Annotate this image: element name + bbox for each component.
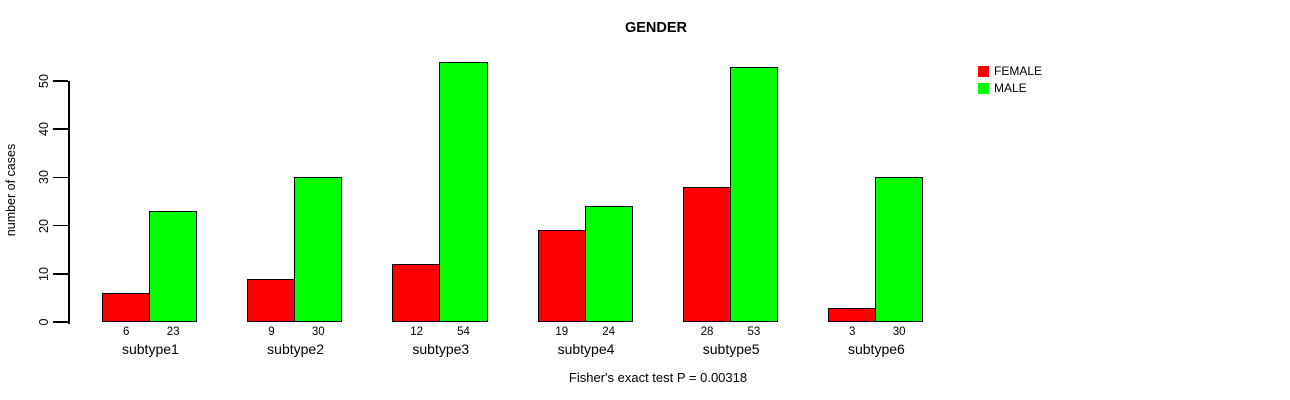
category-label: subtype4 — [557, 341, 615, 357]
y-axis-line — [68, 81, 70, 324]
y-axis-tick — [53, 128, 68, 130]
bar-female-subtype4 — [537, 230, 586, 322]
y-axis-tick-label: 30 — [37, 170, 51, 185]
bar-male-subtype3 — [439, 61, 488, 322]
caption: Fisher's exact test P = 0.00318 — [568, 370, 748, 385]
bar-male-subtype6 — [874, 177, 924, 322]
bar-value-label: 53 — [747, 326, 761, 338]
y-axis-tick-label: 40 — [37, 122, 51, 137]
y-axis-tick — [53, 273, 68, 275]
bar-female-subtype6 — [828, 307, 877, 322]
bar-female-subtype3 — [392, 264, 441, 322]
legend-swatch-male — [978, 82, 989, 94]
y-axis-tick-label: 10 — [37, 266, 51, 281]
legend-item-male: MALE — [978, 81, 1042, 95]
bar-value-label: 24 — [602, 326, 616, 338]
y-axis-tick-label: 20 — [37, 218, 51, 233]
legend-label: MALE — [994, 81, 1027, 95]
y-axis-tick-label: 0 — [37, 318, 51, 326]
category-label: subtype1 — [121, 341, 179, 357]
category-label: subtype2 — [267, 341, 325, 357]
bar-value-label: 28 — [700, 326, 714, 338]
bar-value-label: 30 — [311, 326, 325, 338]
y-axis-tick — [53, 321, 68, 323]
chart-title: GENDER — [624, 20, 688, 36]
bar-male-subtype1 — [148, 211, 198, 322]
y-axis-tick — [53, 80, 68, 82]
bar-male-subtype5 — [729, 66, 779, 322]
category-label: subtype3 — [412, 341, 470, 357]
bar-value-label: 9 — [268, 326, 275, 338]
bar-value-label: 54 — [457, 326, 470, 338]
bar-value-label: 3 — [848, 326, 856, 338]
legend-label: FEMALE — [994, 64, 1043, 78]
bar-value-label: 23 — [166, 326, 180, 338]
bar-female-subtype2 — [247, 278, 296, 322]
legend-item-female: FEMALE — [978, 64, 1042, 78]
bar-value-label: 6 — [122, 326, 130, 338]
y-axis-tick — [53, 176, 68, 179]
bar-male-subtype4 — [584, 206, 633, 322]
bar-value-label: 30 — [892, 326, 906, 338]
y-axis-tick-label: 50 — [37, 74, 51, 88]
bar-value-label: 12 — [410, 326, 423, 338]
category-label: subtype6 — [847, 341, 905, 357]
legend: FEMALE MALE — [978, 64, 1042, 98]
y-axis-tick — [53, 224, 68, 227]
bar-value-label: 19 — [555, 326, 569, 338]
legend-swatch-female — [978, 65, 989, 77]
bar-female-subtype5 — [682, 187, 732, 322]
category-label: subtype5 — [702, 341, 760, 357]
bar-male-subtype2 — [294, 177, 343, 322]
bar-female-subtype1 — [102, 293, 151, 322]
